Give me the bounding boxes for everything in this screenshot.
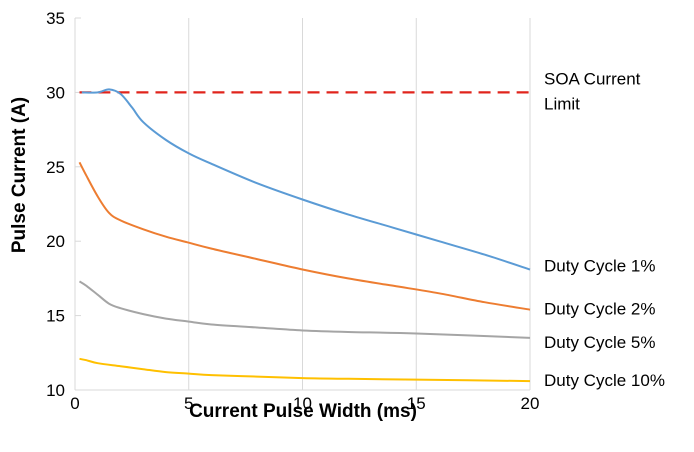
series-line-3 — [78, 280, 531, 339]
y-tick-label: 10 — [46, 381, 65, 400]
series-labels: SOA Current Limit Duty Cycle 1% Duty Cycle … — [544, 69, 665, 390]
grid — [74, 17, 531, 391]
y-tick-label: 30 — [46, 83, 65, 102]
series-line-2 — [78, 161, 531, 311]
series-label-soa-line2: Limit — [544, 94, 580, 113]
x-tick-label: 10 — [293, 394, 312, 413]
series-label: Duty Cycle 10% — [544, 371, 665, 390]
y-tick-label: 20 — [46, 232, 65, 251]
series-line-4 — [79, 357, 531, 383]
tick-labels: 0 5 10 15 20 10 15 20 25 30 35 — [46, 9, 539, 413]
series-line-1 — [81, 88, 531, 271]
y-tick-label: 35 — [46, 9, 65, 28]
series-label-soa-line1: SOA Current — [544, 69, 641, 88]
series-lines — [78, 88, 531, 383]
x-tick-label: 5 — [184, 394, 193, 413]
x-tick-label: 20 — [521, 394, 540, 413]
y-tick-label: 25 — [46, 158, 65, 177]
x-tick-label: 15 — [407, 394, 426, 413]
series-label: Duty Cycle 2% — [544, 300, 655, 319]
series-label: Duty Cycle 1% — [544, 256, 655, 275]
series-label: Duty Cycle 5% — [544, 333, 655, 352]
x-tick-label: 0 — [70, 394, 79, 413]
y-axis-title: Pulse Current (A) — [9, 97, 30, 253]
x-axis-title: Current Pulse Width (ms) — [189, 401, 417, 422]
y-tick-label: 15 — [46, 307, 65, 326]
